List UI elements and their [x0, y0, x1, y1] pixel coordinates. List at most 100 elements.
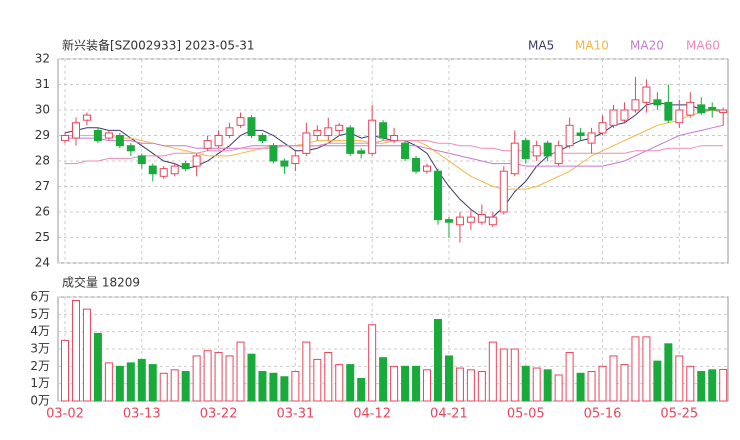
candle-body	[433, 170, 442, 221]
volume-bar	[455, 367, 464, 402]
y-tick-label: 32	[35, 52, 50, 66]
candle-body	[653, 99, 662, 106]
volume-bar	[126, 362, 135, 402]
x-tick-label: 05-05	[507, 407, 545, 422]
y-tick-label: 0万	[30, 394, 50, 408]
volume-bar	[554, 374, 563, 402]
candle-body	[335, 124, 344, 131]
candle-body	[291, 155, 300, 165]
legend-label: MA10	[575, 39, 609, 53]
volume-bar	[192, 355, 201, 402]
candle-body	[686, 101, 695, 116]
y-tick-label: 24	[35, 256, 50, 270]
x-tick-label: 05-16	[584, 407, 622, 422]
legend-label: MA60	[686, 39, 720, 53]
volume-bar	[225, 355, 234, 402]
volume-bar	[565, 351, 574, 402]
candle-body	[236, 117, 245, 126]
candle-body	[598, 122, 607, 134]
y-tick-label: 26	[35, 205, 50, 219]
candle-body	[532, 145, 541, 157]
candle-body	[642, 86, 651, 103]
volume-bar	[587, 371, 596, 402]
volume-bar	[148, 364, 157, 402]
candle-body	[510, 142, 519, 175]
candle-body	[576, 132, 585, 136]
candle-body	[346, 127, 355, 154]
candle-body	[521, 140, 530, 159]
candle-body	[466, 216, 475, 223]
y-tick-label: 2万	[30, 359, 50, 373]
candle-body	[126, 145, 135, 152]
candle-body	[280, 160, 289, 167]
candle-body	[664, 101, 673, 121]
volume-bar	[280, 376, 289, 402]
candle-body	[93, 129, 102, 142]
volume-bar	[466, 369, 475, 402]
y-tick-label: 31	[35, 77, 50, 91]
volume-bar	[115, 365, 124, 402]
volume-bar	[423, 369, 432, 402]
volume-bar	[379, 357, 388, 402]
volume-bar	[82, 308, 91, 402]
volume-bar	[620, 364, 629, 402]
candle-body	[203, 140, 212, 149]
candle-body	[357, 150, 366, 154]
volume-bar	[247, 353, 256, 402]
volume-bar	[181, 371, 190, 402]
candle-body	[631, 99, 640, 111]
y-tick-label: 3万	[30, 342, 50, 356]
x-tick-label: 04-21	[430, 407, 468, 422]
ma-line	[65, 140, 724, 165]
volume-bar	[543, 369, 552, 402]
candle-body	[499, 170, 508, 213]
x-tick-label: 03-02	[46, 407, 84, 422]
candle-body	[587, 132, 596, 144]
candle-body	[401, 142, 410, 159]
volume-bar	[137, 358, 146, 402]
volume-bar	[412, 365, 421, 402]
volume-bar	[510, 348, 519, 402]
volume-bar	[499, 348, 508, 402]
candle-body	[170, 165, 179, 175]
candle-body	[444, 219, 453, 223]
candle-body	[368, 119, 377, 154]
volume-bar	[631, 336, 640, 402]
x-tick-label: 03-13	[123, 407, 161, 422]
candle-body	[719, 109, 728, 114]
volume-bar	[159, 372, 168, 402]
candle-body	[477, 214, 486, 223]
volume-bar	[357, 377, 366, 402]
legend-label: MA5	[528, 39, 554, 53]
volume-bar	[664, 343, 673, 402]
candle-body	[324, 127, 333, 136]
y-tick-label: 27	[35, 179, 50, 193]
volume-bar	[324, 351, 333, 402]
candle-body	[104, 132, 113, 139]
volume-bar	[576, 372, 585, 402]
volume-bar	[719, 368, 728, 402]
x-tick-label: 05-25	[660, 407, 698, 422]
volume-bar	[708, 369, 717, 402]
chart-title: 新兴装备[SZ002933] 2023-05-31	[62, 38, 255, 53]
candle-body	[159, 168, 168, 177]
volume-bar	[401, 365, 410, 402]
candle-body	[543, 142, 552, 157]
volume-bar	[335, 364, 344, 402]
volume-bar	[258, 371, 267, 402]
volume-bar	[686, 365, 695, 402]
volume-bar	[203, 350, 212, 402]
candle-body	[61, 135, 69, 142]
candle-body	[214, 135, 223, 147]
volume-bar	[609, 355, 618, 402]
volume-bar	[170, 369, 179, 402]
volume-bar	[302, 341, 311, 402]
candle-body	[697, 104, 706, 114]
candle-body	[609, 109, 618, 126]
volume-bar	[521, 365, 530, 402]
volume-title: 成交量 18209	[62, 275, 140, 290]
volume-bar	[642, 336, 651, 402]
x-tick-label: 03-31	[276, 407, 314, 422]
candle-body	[258, 135, 267, 142]
